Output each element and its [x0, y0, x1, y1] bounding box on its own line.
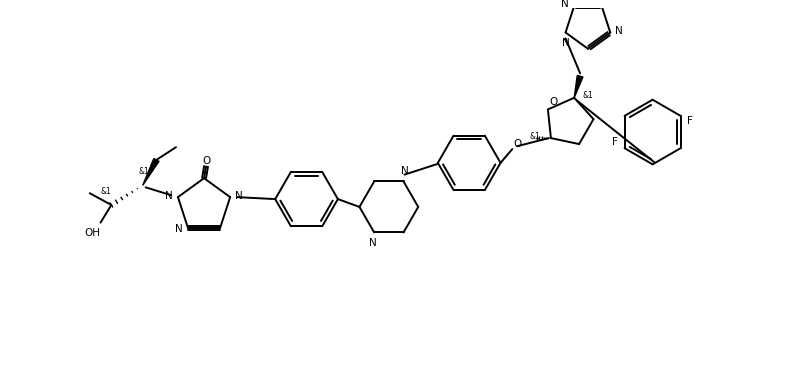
Text: N: N — [562, 0, 569, 9]
Text: O: O — [513, 139, 521, 149]
Text: &1: &1 — [138, 167, 149, 176]
Text: &1: &1 — [530, 131, 541, 141]
Text: N: N — [175, 224, 183, 234]
Text: N: N — [235, 191, 243, 201]
Text: N: N — [562, 38, 570, 48]
Text: N: N — [400, 166, 408, 176]
Text: O: O — [550, 97, 558, 107]
Text: F: F — [687, 116, 694, 126]
Text: &1: &1 — [100, 187, 111, 196]
Text: N: N — [165, 191, 173, 201]
Text: F: F — [612, 137, 618, 147]
Text: OH: OH — [85, 228, 101, 238]
Text: N: N — [369, 238, 377, 248]
Polygon shape — [143, 158, 159, 185]
Text: N: N — [615, 25, 623, 36]
Text: O: O — [202, 155, 210, 166]
Text: &1: &1 — [582, 91, 594, 100]
Polygon shape — [574, 75, 583, 98]
